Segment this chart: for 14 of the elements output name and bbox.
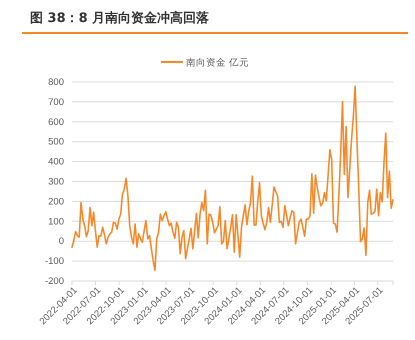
- chart-title: 图 38：8 月南向资金冲高回落: [30, 10, 210, 26]
- y-tick-label: 600: [48, 116, 64, 128]
- y-tick-label: -200: [44, 276, 64, 288]
- y-tick-label: 200: [48, 196, 64, 208]
- y-tick-label: 400: [48, 156, 64, 168]
- y-tick-label: 100: [48, 216, 64, 228]
- y-tick-label: 700: [48, 96, 64, 108]
- line-series: [71, 85, 394, 272]
- y-tick-label: 500: [48, 136, 64, 148]
- y-tick-label: -100: [44, 256, 64, 268]
- y-tick-label: 0: [58, 236, 64, 248]
- y-tick-label: 800: [48, 77, 64, 88]
- y-tick-label: 300: [48, 176, 64, 188]
- legend-label: 南向资金 亿元: [186, 56, 250, 68]
